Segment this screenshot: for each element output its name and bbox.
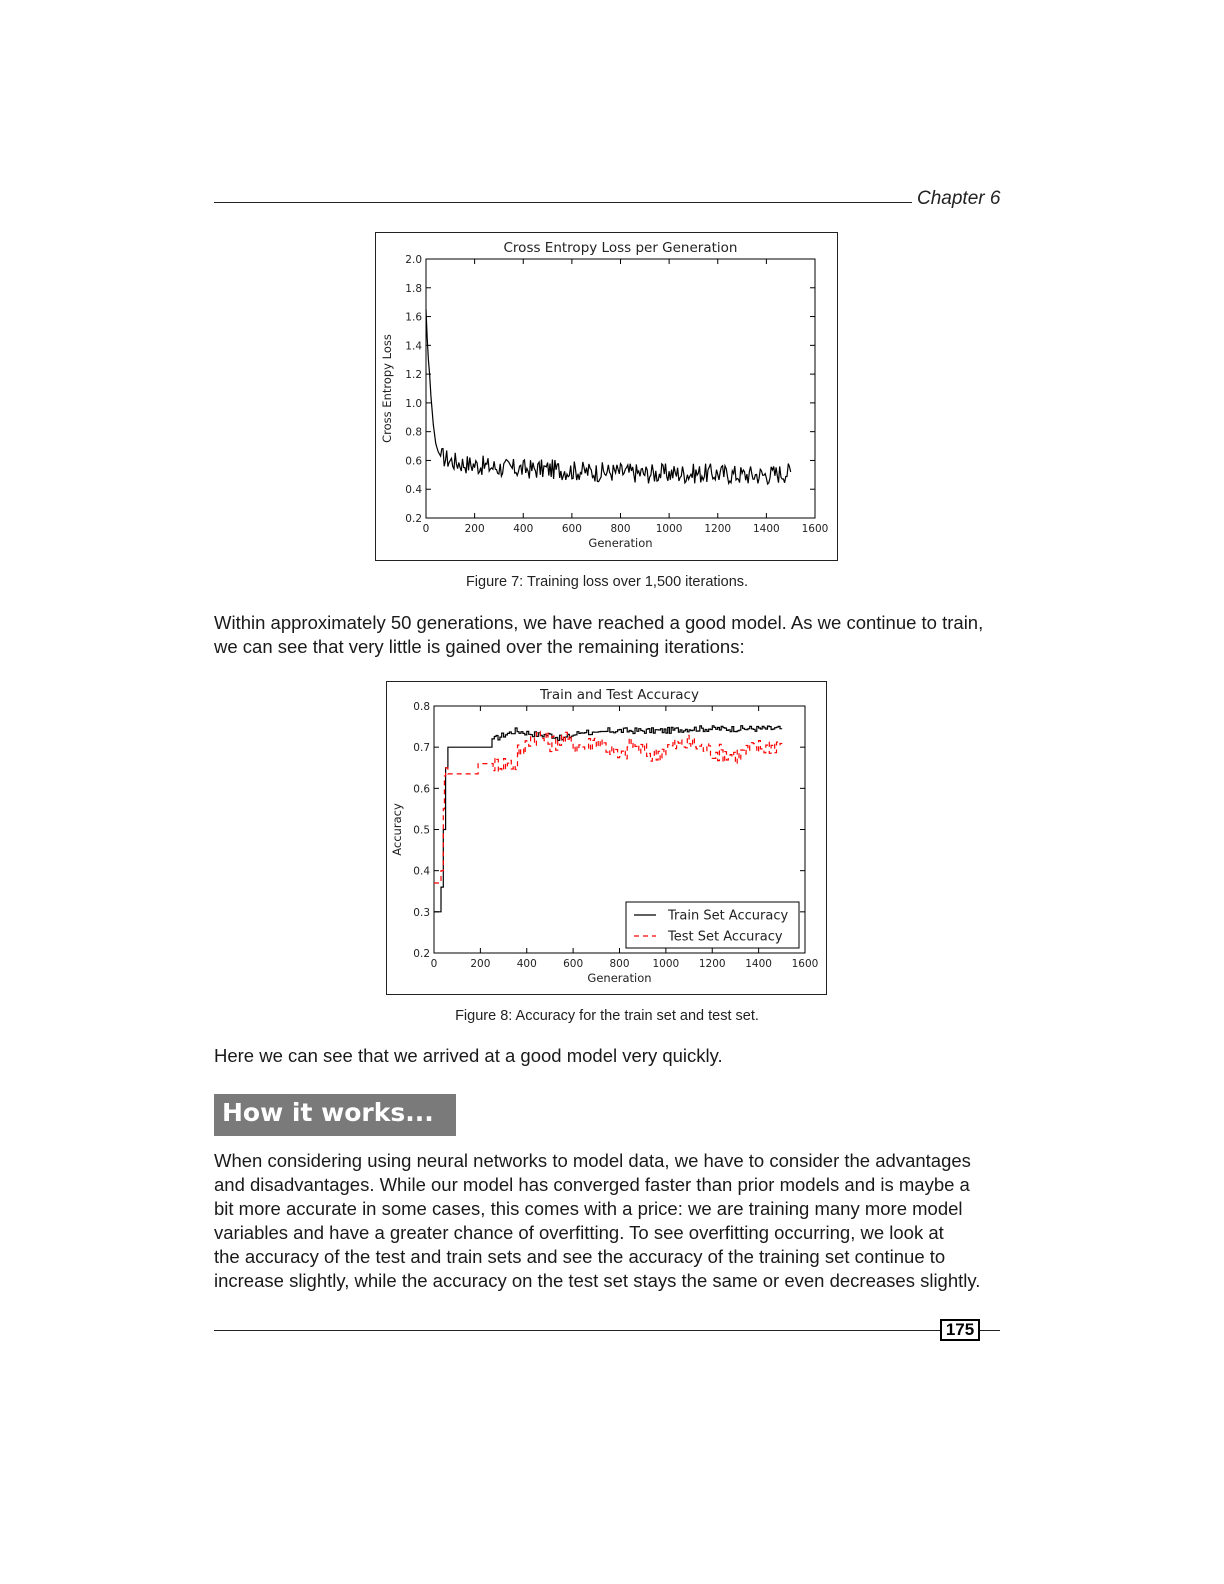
chapter-label: Chapter 6 [917,188,1001,209]
y-tick-label: 0.6 [405,455,422,467]
paragraph-3-line: bit more accurate in some cases, this co… [214,1198,963,1219]
x-tick-label: 1600 [792,958,819,970]
x-tick-label: 1000 [656,523,683,535]
header-rule [214,202,912,203]
series-line [434,725,783,913]
paragraph-3-line: variables and have a greater chance of o… [214,1222,944,1243]
y-tick-label: 1.6 [405,312,422,324]
figure2-caption: Figure 8: Accuracy for the train set and… [455,1008,759,1024]
x-tick-label: 200 [470,958,490,970]
x-tick-label: 600 [562,523,582,535]
chart-title: Train and Test Accuracy [539,687,699,703]
x-tick-label: 800 [610,523,630,535]
x-tick-label: 400 [513,523,533,535]
x-tick-label: 1000 [653,958,680,970]
paragraph-3-line: and disadvantages. While our model has c… [214,1174,970,1195]
y-tick-label: 1.0 [405,398,422,410]
accuracy-chart-svg: Train and Test Accuracy 0 200 400 600 800 1000… [390,687,819,985]
x-tick-label: 600 [563,958,583,970]
y-axis-label: Cross Entropy Loss [380,334,394,443]
page-number: 175 [940,1319,980,1341]
y-tick-label: 2.0 [405,254,422,266]
x-tick-label: 400 [517,958,537,970]
y-tick-label: 0.4 [405,484,422,496]
loss-chart-svg: Cross Entropy Loss per Generation 0 200 400… [380,240,829,550]
x-tick-label: 1600 [802,523,829,535]
x-tick-label: 0 [423,523,430,535]
paragraph-3: When considering using neural networks t… [214,1149,1014,1293]
y-tick-label: 0.8 [413,701,430,713]
y-tick-label: 0.2 [405,513,422,525]
y-tick-label: 1.8 [405,283,422,295]
paragraph-3-line: increase slightly, while the accuracy on… [214,1270,981,1291]
paragraph-3-line: When considering using neural networks t… [214,1150,971,1171]
y-axis-label: Accuracy [390,803,404,856]
y-tick-label: 0.2 [413,948,430,960]
footer-rule [214,1330,1000,1331]
y-tick-label: 1.4 [405,340,422,352]
figure1-caption: Figure 7: Training loss over 1,500 itera… [465,574,749,590]
x-tick-label: 1200 [704,523,731,535]
y-tick-label: 0.3 [413,907,430,919]
x-tick-label: 800 [609,958,629,970]
y-tick-label: 0.5 [413,825,430,837]
y-tick-label: 1.2 [405,369,422,381]
paragraph-1: Within approximately 50 generations, we … [214,612,984,657]
x-tick-label: 200 [465,523,485,535]
x-axis-label: Generation [588,536,652,550]
y-tick-label: 0.7 [413,742,430,754]
legend-entry: Train Set Accuracy [667,909,788,924]
figure-accuracy-chart: Train and Test Accuracy 0 200 400 600 800 1000… [386,681,827,995]
legend-entry: Test Set Accuracy [667,930,783,945]
section-heading: How it works... [214,1094,456,1136]
x-tick-label: 0 [431,958,438,970]
figure-loss-chart: Cross Entropy Loss per Generation 0 200 400… [375,232,838,561]
x-tick-label: 1400 [745,958,772,970]
y-tick-label: 0.8 [405,427,422,439]
series-line [425,309,792,486]
x-axis-label: Generation [587,971,651,985]
y-tick-label: 0.4 [413,866,430,878]
x-tick-label: 1400 [753,523,780,535]
series-line [434,730,783,884]
chart-title: Cross Entropy Loss per Generation [504,240,738,256]
paragraph-2: Here we can see that we arrived at a goo… [214,1045,723,1066]
x-tick-label: 1200 [699,958,726,970]
plot-frame [425,258,816,519]
y-tick-label: 0.6 [413,783,430,795]
paragraph-3-line: the accuracy of the test and train sets … [214,1246,946,1267]
legend-box [625,901,800,949]
